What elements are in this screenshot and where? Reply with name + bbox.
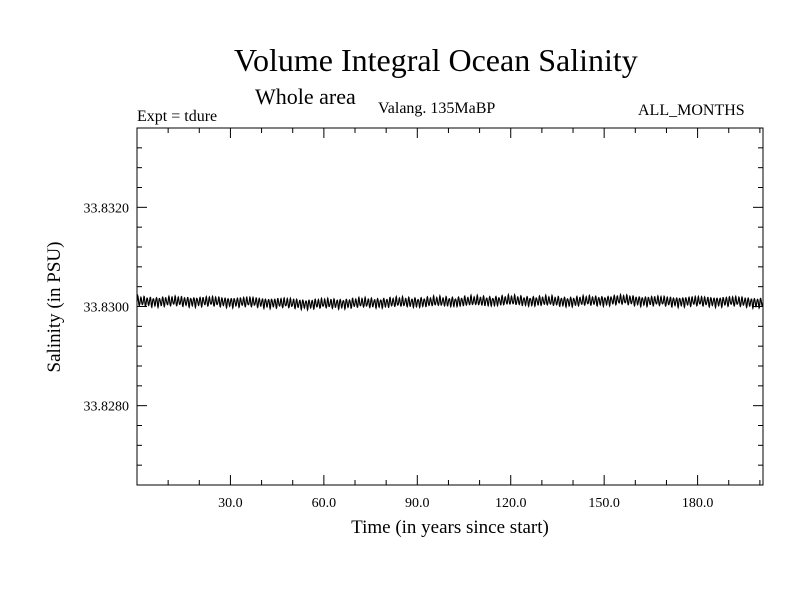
x-axis-label: Time (in years since start)	[351, 517, 549, 538]
experiment-label: Expt = tdure	[137, 108, 218, 125]
x-tick-label: 150.0	[588, 496, 620, 511]
period-label: Valang. 135MaBP	[378, 100, 496, 117]
tick-labels: 30.0 60.0 90.0 120.0 150.0 180.0 33.8280 33.830…	[84, 201, 714, 511]
months-label: ALL_MONTHS	[638, 102, 745, 119]
y-tick-label: 33.8300	[84, 301, 130, 316]
x-tick-label: 180.0	[682, 496, 714, 511]
axis-ticks	[137, 128, 763, 485]
x-tick-label: 90.0	[405, 496, 430, 511]
chart-title: Volume Integral Ocean Salinity	[234, 42, 638, 78]
chart-subtitle: Whole area	[255, 84, 356, 109]
y-tick-label: 33.8320	[84, 201, 130, 216]
x-tick-label: 30.0	[218, 496, 243, 511]
series-group	[136, 292, 764, 312]
x-tick-label: 60.0	[312, 496, 337, 511]
plot-frame	[136, 127, 764, 486]
salinity-series-line	[136, 292, 764, 312]
x-tick-label: 120.0	[495, 496, 527, 511]
y-axis-label: Salinity (in PSU)	[44, 242, 65, 373]
y-tick-label: 33.8280	[84, 400, 130, 415]
